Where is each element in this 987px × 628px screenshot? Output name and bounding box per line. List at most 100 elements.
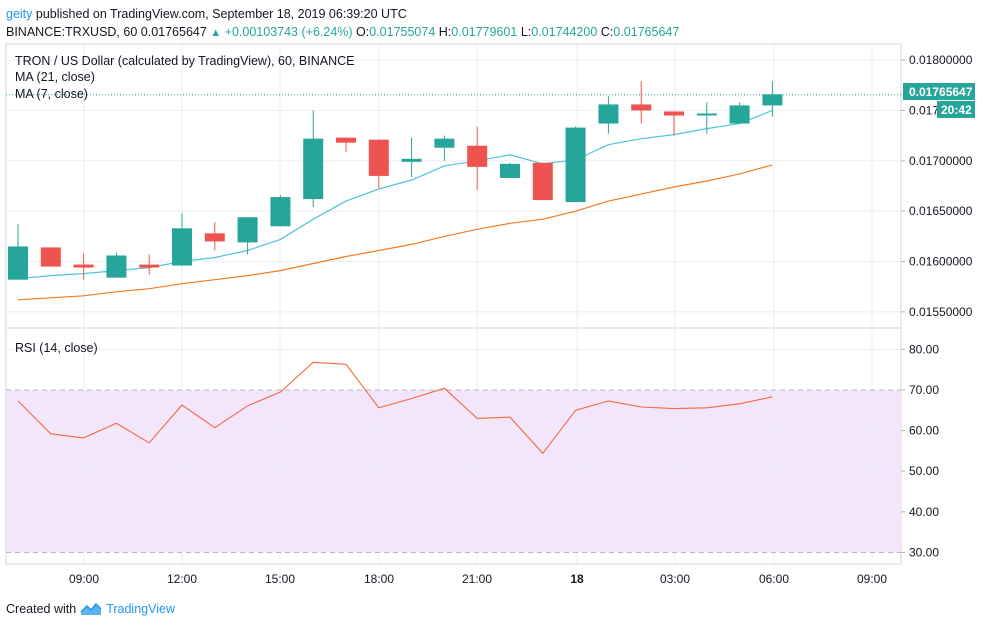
y-tick-label: 0.01550000 <box>909 305 973 319</box>
up-arrow-icon: ▲ <box>210 27 222 39</box>
rsi-tick-label: 80.00 <box>909 342 939 356</box>
x-tick-label: 12:00 <box>167 572 197 586</box>
candle-body <box>303 138 324 200</box>
x-tick-label: 09:00 <box>857 572 887 586</box>
candle-body <box>729 105 750 124</box>
y-tick-label: 0.01700000 <box>909 154 973 168</box>
rsi-line <box>17 361 773 455</box>
grid-layer <box>6 45 901 563</box>
candle <box>401 137 422 177</box>
candle <box>598 96 619 134</box>
candle-body <box>8 246 28 280</box>
countdown-tag <box>937 101 975 118</box>
candle <box>172 213 192 266</box>
symbol-label: BINANCE:TRXUSD, 60 <box>6 25 138 39</box>
rsi-tick-label: 60.00 <box>909 424 939 438</box>
publish-line: geity published on TradingView.com, Sept… <box>6 5 679 23</box>
open-label: O: <box>356 25 370 39</box>
candle <box>237 217 258 255</box>
high-label: H: <box>438 25 452 39</box>
x-tick-label: 18:00 <box>364 572 394 586</box>
last-price: 0.01765647 <box>140 25 207 39</box>
candle <box>40 247 61 267</box>
ma-layer <box>6 94 901 301</box>
candle-body <box>172 228 192 266</box>
candle <box>696 102 717 134</box>
countdown-tag-text: 20:42 <box>941 103 972 117</box>
candle-body <box>467 145 488 167</box>
candle <box>565 126 586 203</box>
y-tick-label: 0.01800000 <box>909 53 973 67</box>
ma21-line <box>17 164 773 301</box>
candle <box>73 253 94 280</box>
candle <box>8 224 28 280</box>
candle <box>467 126 488 191</box>
rsi-tick-label: 50.00 <box>909 464 939 478</box>
candle-body <box>598 104 619 124</box>
low-label: L: <box>520 25 532 39</box>
candle-body <box>368 139 389 176</box>
last-price-tag <box>903 83 975 100</box>
candle <box>434 135 455 161</box>
candle-body <box>631 104 652 111</box>
candle-body <box>532 162 553 201</box>
low-value: 0.01744200 <box>531 25 598 39</box>
x-tick-label: 18 <box>570 572 584 586</box>
candle-body <box>237 217 258 243</box>
footer: Created with TradingView <box>6 602 175 616</box>
high-value: 0.01779601 <box>451 25 518 39</box>
x-tick-label: 03:00 <box>660 572 690 586</box>
y-tick-label: 0.01600000 <box>909 255 973 269</box>
candle-body <box>565 127 586 203</box>
candle <box>106 252 127 278</box>
rsi-pane-title: RSI (14, close) <box>15 341 98 355</box>
x-tick-label: 15:00 <box>265 572 295 586</box>
legend-ma7: MA (7, close) <box>15 87 88 101</box>
y-tick-label: 0.01650000 <box>909 204 973 218</box>
candle-body <box>73 264 94 268</box>
rsi-tick-label: 30.00 <box>909 545 939 559</box>
tradingview-logo-icon <box>80 602 102 615</box>
candle <box>631 81 652 124</box>
ma7-line <box>17 109 773 280</box>
candle-body <box>336 137 356 143</box>
candle-body <box>401 158 422 162</box>
candle-body <box>270 197 291 227</box>
rsi-tick-label: 70.00 <box>909 383 939 397</box>
candle <box>368 139 389 189</box>
candle <box>729 102 750 124</box>
candle <box>139 254 160 275</box>
created-with-label: Created with <box>6 602 77 616</box>
candle-body <box>40 247 61 267</box>
rsi-tick-label: 40.00 <box>909 505 939 519</box>
legend-ma21: MA (21, close) <box>15 70 95 84</box>
main-pane-title: TRON / US Dollar (calculated by TradingV… <box>15 54 354 68</box>
tradingview-link[interactable]: TradingView <box>106 602 175 616</box>
close-label: C: <box>600 25 614 39</box>
candle <box>762 81 783 117</box>
candle-body <box>762 94 783 106</box>
price-change: +0.00103743 (+6.24%) <box>224 25 353 39</box>
axis-layer: 09:00 12:00 15:00 18:00 21:00 18 03:00 06:00 09:… <box>69 53 973 586</box>
candle-body <box>500 163 520 178</box>
author-link[interactable]: geity <box>6 7 33 21</box>
symbol-line: BINANCE:TRXUSD, 60 0.01765647 ▲ +0.00103… <box>6 23 679 42</box>
candle-layer <box>8 81 783 280</box>
publish-info: published on TradingView.com, September … <box>35 7 407 21</box>
candle <box>532 162 553 201</box>
rsi-layer <box>17 361 773 455</box>
x-tick-label: 21:00 <box>462 572 492 586</box>
candle <box>303 110 324 208</box>
candle <box>204 222 225 251</box>
open-value: 0.01755074 <box>369 25 436 39</box>
candle <box>664 111 684 136</box>
candle-body <box>696 113 717 116</box>
candle-body <box>664 111 684 116</box>
close-value: 0.01765647 <box>613 25 680 39</box>
candle-body <box>106 255 127 278</box>
candle-body <box>139 264 160 268</box>
candle-body <box>204 233 225 242</box>
chart-header: geity published on TradingView.com, Sept… <box>6 5 679 42</box>
x-tick-label: 09:00 <box>69 572 99 586</box>
